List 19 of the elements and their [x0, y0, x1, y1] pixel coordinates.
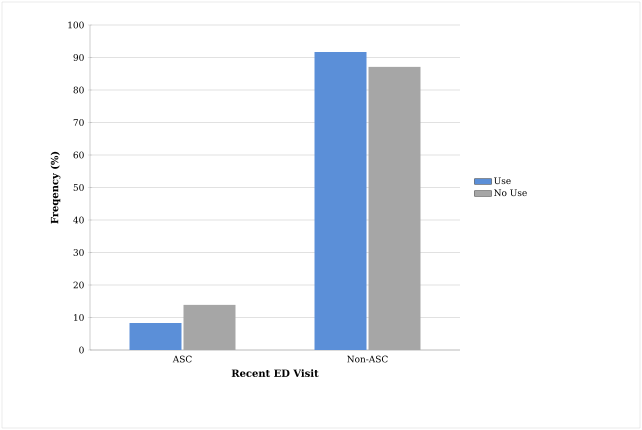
y-tick-label: 100 [68, 22, 84, 28]
y-tick-label: 50 [74, 184, 84, 191]
y-tick-label: 40 [73, 216, 84, 224]
y-tick-label: 80 [74, 86, 84, 94]
y-tick-label: 60 [74, 152, 84, 158]
bar [314, 52, 367, 350]
y-tick-label: 30 [74, 249, 84, 256]
y-tick-label: 0 [79, 346, 84, 354]
legend-label: No Use [494, 189, 527, 196]
bar [130, 323, 182, 350]
legend-label: Use [494, 177, 511, 184]
y-tick-label: 10 [74, 314, 84, 321]
x-tick-label: Non-ASC [347, 356, 388, 362]
y-tick-label: 20 [74, 282, 84, 288]
y-tick-label: 70 [74, 119, 84, 126]
y-tick-label: 90 [74, 54, 84, 61]
x-axis-title: Recent ED Visit [232, 369, 319, 377]
x-tick-label: ASC [172, 356, 192, 362]
y-axis-title: Freqency (%) [50, 152, 60, 224]
